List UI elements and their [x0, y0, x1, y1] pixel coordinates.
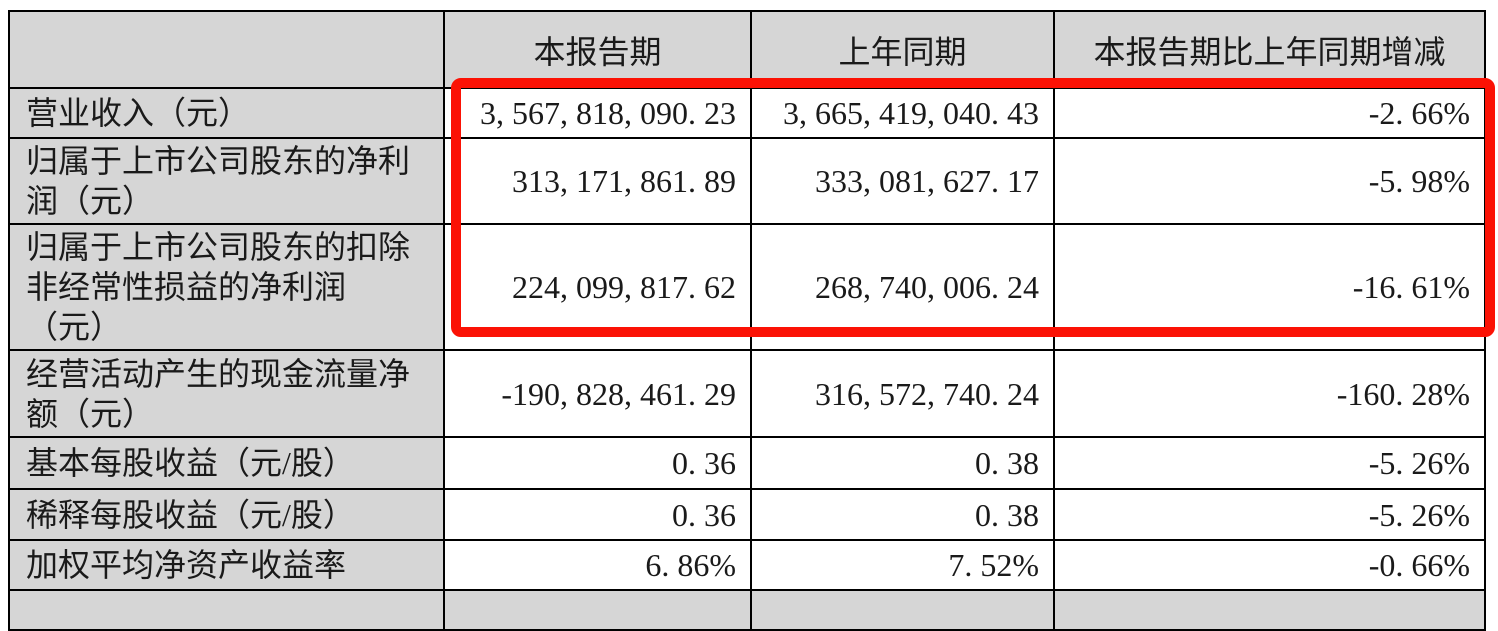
value-cell-current: 6. 86% — [443, 539, 752, 591]
table-row: 基本每股收益（元/股） 0. 36 0. 38 -5. 26% — [8, 436, 1486, 490]
value-cell-change: -16. 61% — [1053, 223, 1486, 351]
value-cell-prior: 7. 52% — [750, 539, 1055, 591]
value-cell-prior: 333, 081, 627. 17 — [750, 137, 1055, 225]
value-cell-change — [1053, 589, 1486, 631]
value-cell-current: 224, 099, 817. 62 — [443, 223, 752, 351]
column-header-blank — [8, 10, 445, 89]
row-label: 经营活动产生的现金流量净 额（元） — [8, 349, 445, 438]
row-label: 稀释每股收益（元/股） — [8, 488, 445, 541]
value-cell-change: -2. 66% — [1053, 87, 1486, 139]
table-row: 归属于上市公司股东的净利 润（元） 313, 171, 861. 89 333,… — [8, 137, 1486, 225]
value-cell-current: 0. 36 — [443, 488, 752, 541]
row-label: 归属于上市公司股东的净利 润（元） — [8, 137, 445, 225]
table-row: 加权平均净资产收益率 6. 86% 7. 52% -0. 66% — [8, 539, 1486, 591]
value-cell-prior: 3, 665, 419, 040. 43 — [750, 87, 1055, 139]
row-label: 归属于上市公司股东的扣除 非经常性损益的净利润 （元） — [8, 223, 445, 351]
financial-summary-table: 本报告期 上年同期 本报告期比上年同期增减 营业收入（元） 3, 567, 81… — [8, 10, 1486, 631]
value-cell-current — [443, 589, 752, 631]
table-row: 经营活动产生的现金流量净 额（元） -190, 828, 461. 29 316… — [8, 349, 1486, 438]
column-header-prior-period: 上年同期 — [750, 10, 1055, 89]
value-cell-prior: 0. 38 — [750, 488, 1055, 541]
row-label: 基本每股收益（元/股） — [8, 436, 445, 490]
row-label — [8, 589, 445, 631]
table-row: 营业收入（元） 3, 567, 818, 090. 23 3, 665, 419… — [8, 87, 1486, 139]
value-cell-current: 0. 36 — [443, 436, 752, 490]
value-cell-current: -190, 828, 461. 29 — [443, 349, 752, 438]
column-header-change: 本报告期比上年同期增减 — [1053, 10, 1486, 89]
value-cell-change: -0. 66% — [1053, 539, 1486, 591]
table-row: 归属于上市公司股东的扣除 非经常性损益的净利润 （元） 224, 099, 81… — [8, 223, 1486, 351]
table-row-partial — [8, 589, 1486, 631]
value-cell-prior: 268, 740, 006. 24 — [750, 223, 1055, 351]
value-cell-current: 3, 567, 818, 090. 23 — [443, 87, 752, 139]
value-cell-prior: 0. 38 — [750, 436, 1055, 490]
value-cell-prior: 316, 572, 740. 24 — [750, 349, 1055, 438]
table-row: 稀释每股收益（元/股） 0. 36 0. 38 -5. 26% — [8, 488, 1486, 541]
value-cell-change: -5. 26% — [1053, 436, 1486, 490]
value-cell-change: -5. 98% — [1053, 137, 1486, 225]
value-cell-current: 313, 171, 861. 89 — [443, 137, 752, 225]
column-header-current-period: 本报告期 — [443, 10, 752, 89]
row-label: 加权平均净资产收益率 — [8, 539, 445, 591]
value-cell-change: -5. 26% — [1053, 488, 1486, 541]
value-cell-change: -160. 28% — [1053, 349, 1486, 438]
value-cell-prior — [750, 589, 1055, 631]
row-label: 营业收入（元） — [8, 87, 445, 139]
header-row: 本报告期 上年同期 本报告期比上年同期增减 — [8, 10, 1486, 89]
